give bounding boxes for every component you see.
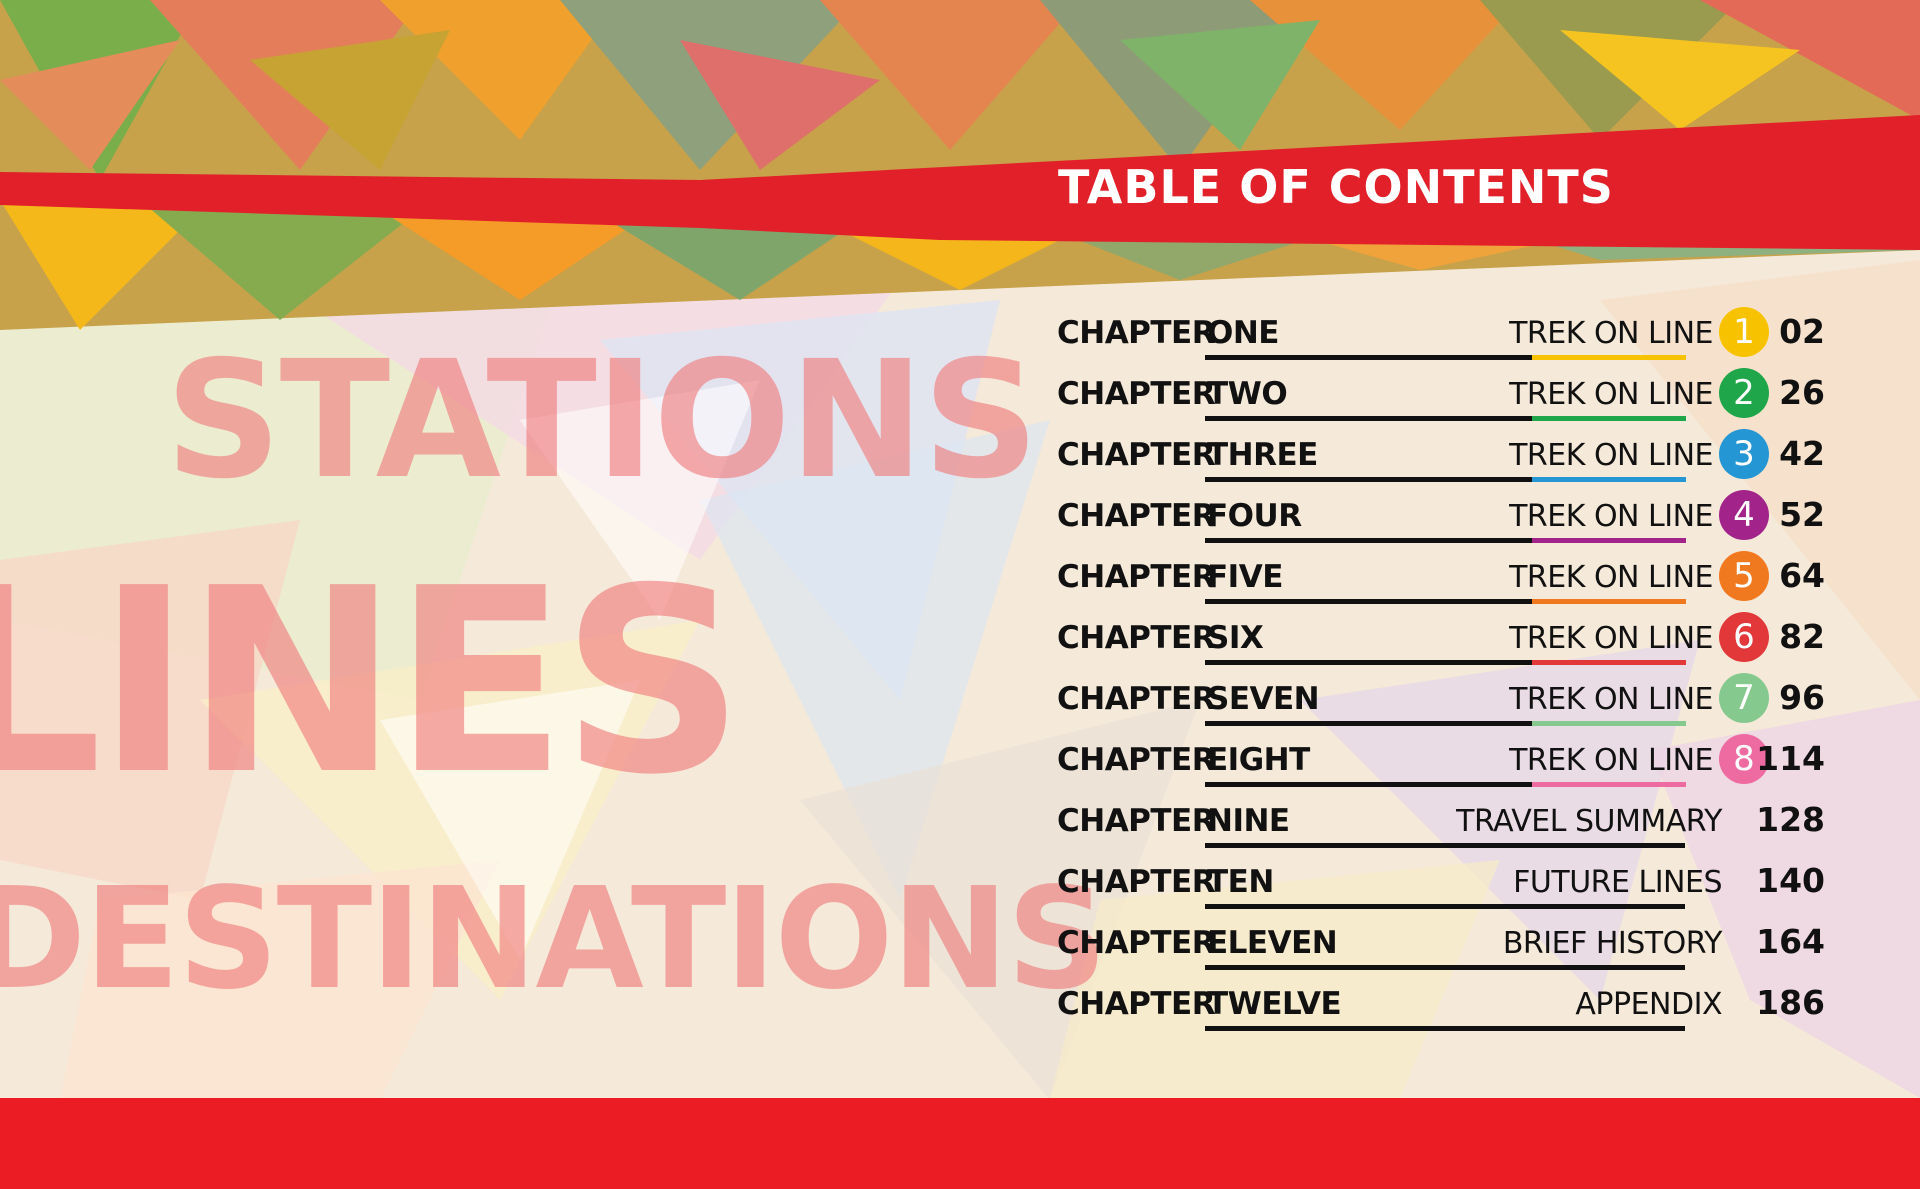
line-number-badge: 4 — [1719, 490, 1769, 540]
chapter-underline — [1205, 355, 1685, 360]
line-number-badge: 1 — [1719, 307, 1769, 357]
page-number: 64 — [1779, 556, 1825, 595]
line-color-underline — [1532, 477, 1686, 482]
line-color-underline — [1532, 782, 1686, 787]
toc-row[interactable]: CHAPTER FIVE TREK ON LINE 5 64 — [1057, 551, 1825, 613]
chapter-lead: CHAPTER — [1057, 925, 1216, 961]
chapter-lead: CHAPTER — [1057, 559, 1216, 595]
chapter-underline — [1205, 416, 1685, 421]
line-color-underline — [1532, 355, 1686, 360]
page-number: 114 — [1756, 739, 1825, 778]
chapter-name: TEN — [1207, 864, 1274, 900]
toc-row[interactable]: CHAPTER ELEVEN BRIEF HISTORY 164 — [1057, 918, 1825, 979]
chapter-underline — [1205, 599, 1685, 604]
line-number-badge: 8 — [1719, 734, 1769, 784]
chapter-name: EIGHT — [1207, 742, 1310, 778]
background-word-destinations: DESTINATIONS — [0, 858, 1108, 1021]
toc-row[interactable]: CHAPTER TWO TREK ON LINE 2 26 — [1057, 368, 1825, 430]
page-number: 52 — [1779, 495, 1825, 534]
chapter-underline — [1205, 904, 1685, 909]
chapter-underline — [1205, 843, 1685, 848]
chapter-name: THREE — [1207, 437, 1318, 473]
line-number-badge: 7 — [1719, 673, 1769, 723]
toc-row[interactable]: CHAPTER SIX TREK ON LINE 6 82 — [1057, 612, 1825, 674]
line-color-underline — [1532, 599, 1686, 604]
page-number: 186 — [1756, 983, 1825, 1022]
chapter-name: FOUR — [1207, 498, 1302, 534]
page-title: TABLE OF CONTENTS — [1058, 160, 1614, 214]
section-title: TREK ON LINE — [1509, 499, 1713, 534]
line-color-underline — [1532, 721, 1686, 726]
page-number: 164 — [1756, 922, 1825, 961]
chapter-name: ONE — [1207, 315, 1279, 351]
section-title: APPENDIX — [1575, 987, 1722, 1022]
line-color-underline — [1532, 416, 1686, 421]
toc-row[interactable]: CHAPTER THREE TREK ON LINE 3 42 — [1057, 429, 1825, 491]
page-number: 26 — [1779, 373, 1825, 412]
page-number: 140 — [1756, 861, 1825, 900]
background-word-lines: LINES — [0, 534, 745, 831]
chapter-name: ELEVEN — [1207, 925, 1338, 961]
chapter-lead: CHAPTER — [1057, 742, 1216, 778]
section-title: FUTURE LINES — [1513, 865, 1722, 900]
section-title: TREK ON LINE — [1509, 377, 1713, 412]
toc-row[interactable]: CHAPTER SEVEN TREK ON LINE 7 96 — [1057, 673, 1825, 735]
toc-row[interactable]: CHAPTER TWELVE APPENDIX 186 — [1057, 979, 1825, 1040]
chapter-lead: CHAPTER — [1057, 681, 1216, 717]
page-number: 96 — [1779, 678, 1825, 717]
chapter-name: NINE — [1207, 803, 1290, 839]
chapter-lead: CHAPTER — [1057, 498, 1216, 534]
section-title: TREK ON LINE — [1509, 743, 1713, 778]
chapter-underline — [1205, 538, 1685, 543]
section-title: TREK ON LINE — [1509, 316, 1713, 351]
toc-row[interactable]: CHAPTER TEN FUTURE LINES 140 — [1057, 857, 1825, 918]
section-title: BRIEF HISTORY — [1502, 926, 1723, 961]
chapter-lead: CHAPTER — [1057, 986, 1216, 1022]
chapter-underline — [1205, 965, 1685, 970]
chapter-name: SEVEN — [1207, 681, 1320, 717]
section-title: TREK ON LINE — [1509, 438, 1713, 473]
section-title: TREK ON LINE — [1509, 621, 1713, 656]
chapter-lead: CHAPTER — [1057, 803, 1216, 839]
chapter-name: SIX — [1207, 620, 1264, 656]
chapter-name: FIVE — [1207, 559, 1283, 595]
chapter-underline — [1205, 477, 1685, 482]
toc-row[interactable]: CHAPTER ONE TREK ON LINE 1 02 — [1057, 307, 1825, 369]
chapter-name: TWELVE — [1207, 986, 1342, 1022]
section-title: TREK ON LINE — [1509, 682, 1713, 717]
page-number: 42 — [1779, 434, 1825, 473]
toc-row[interactable]: CHAPTER EIGHT TREK ON LINE 8 114 — [1057, 734, 1825, 796]
toc-row[interactable]: CHAPTER FOUR TREK ON LINE 4 52 — [1057, 490, 1825, 552]
chapter-lead: CHAPTER — [1057, 376, 1216, 412]
line-number-badge: 5 — [1719, 551, 1769, 601]
chapter-lead: CHAPTER — [1057, 864, 1216, 900]
line-number-badge: 6 — [1719, 612, 1769, 662]
bottom-bar — [0, 1098, 1920, 1189]
chapter-name: TWO — [1207, 376, 1288, 412]
toc-row[interactable]: CHAPTER NINE TRAVEL SUMMARY 128 — [1057, 796, 1825, 857]
line-number-badge: 2 — [1719, 368, 1769, 418]
line-color-underline — [1532, 660, 1686, 665]
line-number-badge: 3 — [1719, 429, 1769, 479]
section-title: TRAVEL SUMMARY — [1456, 804, 1722, 839]
page-number: 128 — [1756, 800, 1825, 839]
page-number: 82 — [1779, 617, 1825, 656]
chapter-underline — [1205, 660, 1685, 665]
line-color-underline — [1532, 538, 1686, 543]
section-title: TREK ON LINE — [1509, 560, 1713, 595]
chapter-underline — [1205, 721, 1685, 726]
page-number: 02 — [1779, 312, 1825, 351]
background-word-stations: STATIONS — [165, 327, 1039, 515]
chapter-underline — [1205, 1026, 1685, 1031]
chapter-lead: CHAPTER — [1057, 620, 1216, 656]
chapter-underline — [1205, 782, 1685, 787]
chapter-lead: CHAPTER — [1057, 315, 1216, 351]
chapter-lead: CHAPTER — [1057, 437, 1216, 473]
